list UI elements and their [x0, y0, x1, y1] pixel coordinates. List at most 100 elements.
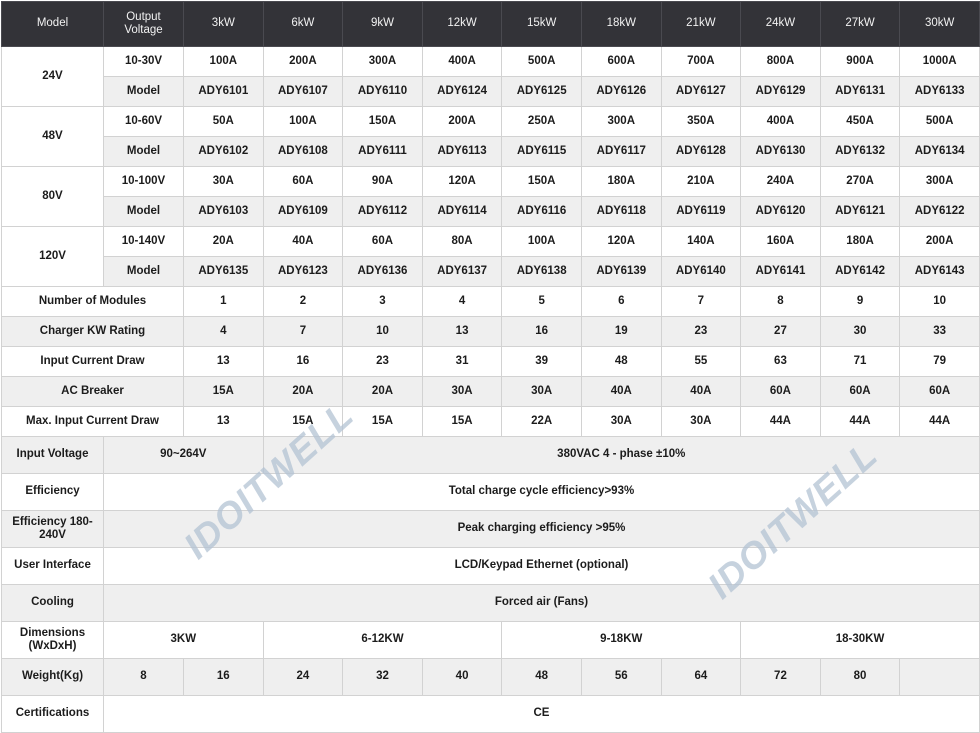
output-range-24v: 10-30V: [103, 46, 184, 77]
weight-outv-col: 8: [103, 658, 184, 696]
cell-24v-model-12kw: ADY6124: [421, 76, 503, 107]
spec-label-user-interface: User Interface: [1, 547, 104, 585]
input-voltage-three-phase: 380VAC 4 - phase ±10%: [262, 436, 980, 474]
voltage-label-48v: 48V: [1, 106, 104, 167]
cell-24v-model-15kw: ADY6125: [501, 76, 582, 107]
cell-80v-current-15kw: 150A: [501, 166, 582, 197]
cell-80v-current-6kw: 60A: [262, 166, 344, 197]
cell-48v-model-27kw: ADY6132: [819, 136, 901, 167]
cell-24v-current-27kw: 900A: [819, 46, 901, 77]
spec-row-charger-kw-rating: Charger KW Rating 4 7 10 13 16 19 23 27 …: [1, 316, 980, 347]
spec-label-charger-kw-rating: Charger KW Rating: [1, 316, 184, 347]
spec-label-input-current-draw: Input Current Draw: [1, 346, 184, 377]
cell-24v-model-27kw: ADY6131: [819, 76, 901, 107]
cell-80v-model-12kw: ADY6114: [421, 196, 503, 227]
modules-9kw: 3: [342, 286, 423, 317]
header-power-24kw: 24kW: [740, 1, 821, 47]
header-power-12kw: 12kW: [421, 1, 503, 47]
weight-12kw: 40: [421, 658, 503, 696]
cell-120v-current-24kw: 160A: [740, 226, 821, 257]
acbreaker-30kw: 60A: [899, 376, 980, 407]
modules-21kw: 7: [660, 286, 742, 317]
cell-120v-model-12kw: ADY6137: [421, 256, 503, 287]
modules-15kw: 5: [501, 286, 582, 317]
dimensions-group-6-12kw: 6-12KW: [262, 621, 503, 659]
cell-120v-current-12kw: 80A: [421, 226, 503, 257]
spec-label-dimensions: Dimensions (WxDxH): [1, 621, 104, 659]
weight-21kw: 64: [660, 658, 742, 696]
cell-120v-current-9kw: 60A: [342, 226, 423, 257]
cell-24v-current-21kw: 700A: [660, 46, 742, 77]
cell-120v-model-24kw: ADY6141: [740, 256, 821, 287]
maxinput-6kw: 15A: [262, 406, 344, 437]
cell-48v-current-6kw: 100A: [262, 106, 344, 137]
header-power-9kw: 9kW: [342, 1, 423, 47]
spec-row-weight: Weight(Kg) 8 16 24 32 40 48 56 64 72 80: [1, 658, 980, 696]
cell-24v-current-30kw: 1000A: [899, 46, 980, 77]
header-power-30kw: 30kW: [899, 1, 980, 47]
dimensions-group-18-30kw: 18-30KW: [740, 621, 980, 659]
voltage-group-48v-model-row: Model ADY6102 ADY6108 ADY6111 ADY6113 AD…: [2, 136, 980, 167]
inputcurrent-9kw: 23: [342, 346, 423, 377]
inputcurrent-12kw: 31: [421, 346, 503, 377]
spec-row-max-input-current-draw: Max. Input Current Draw 13 15A 15A 15A 2…: [1, 406, 980, 437]
kwrating-12kw: 13: [421, 316, 503, 347]
cell-80v-current-3kw: 30A: [183, 166, 264, 197]
cell-48v-current-3kw: 50A: [183, 106, 264, 137]
cell-48v-model-6kw: ADY6108: [262, 136, 344, 167]
weight-18kw: 56: [580, 658, 662, 696]
header-row: Model Output Voltage 3kW 6kW 9kW 12kW 15…: [1, 1, 980, 47]
header-output-voltage: Output Voltage: [103, 1, 184, 47]
cell-120v-current-6kw: 40A: [262, 226, 344, 257]
inputcurrent-30kw: 79: [899, 346, 980, 377]
cell-24v-current-24kw: 800A: [740, 46, 821, 77]
spec-row-dimensions: Dimensions (WxDxH) 3KW 6-12KW 9-18KW 18-…: [1, 621, 980, 659]
cell-80v-model-15kw: ADY6116: [501, 196, 582, 227]
header-model: Model: [1, 1, 104, 47]
acbreaker-12kw: 30A: [421, 376, 503, 407]
kwrating-27kw: 30: [819, 316, 901, 347]
certifications-value: CE: [103, 695, 980, 733]
inputcurrent-24kw: 63: [740, 346, 821, 377]
voltage-group-80v-current-row: 80V 10-100V 30A 60A 90A 120A 150A 180A 2…: [1, 166, 980, 227]
voltage-label-80v: 80V: [1, 166, 104, 227]
weight-15kw: 48: [501, 658, 582, 696]
inputcurrent-6kw: 16: [262, 346, 344, 377]
user-interface-value: LCD/Keypad Ethernet (optional): [103, 547, 980, 585]
inputcurrent-18kw: 48: [580, 346, 662, 377]
voltage-label-24v: 24V: [1, 46, 104, 107]
spec-label-efficiency: Efficiency: [1, 473, 104, 511]
modules-18kw: 6: [580, 286, 662, 317]
maxinput-24kw: 44A: [740, 406, 821, 437]
spec-label-number-of-modules: Number of Modules: [1, 286, 184, 317]
inputcurrent-27kw: 71: [819, 346, 901, 377]
maxinput-21kw: 30A: [660, 406, 742, 437]
dimensions-group-3kw: 3KW: [103, 621, 264, 659]
acbreaker-24kw: 60A: [740, 376, 821, 407]
header-output-voltage-line1: Output: [126, 10, 161, 23]
cell-80v-model-30kw: ADY6122: [899, 196, 980, 227]
cell-24v-model-18kw: ADY6126: [580, 76, 662, 107]
cell-80v-current-9kw: 90A: [342, 166, 423, 197]
cell-120v-model-27kw: ADY6142: [819, 256, 901, 287]
cell-24v-model-21kw: ADY6127: [660, 76, 742, 107]
modules-30kw: 10: [899, 286, 980, 317]
table-body: 24V 10-30V 100A 200A 300A 400A 500A 600A…: [1, 46, 980, 733]
cell-48v-model-3kw: ADY6102: [183, 136, 264, 167]
cell-24v-model-3kw: ADY6101: [183, 76, 264, 107]
spec-label-certifications: Certifications: [1, 695, 104, 733]
weight-3kw: 16: [183, 658, 264, 696]
cell-80v-model-24kw: ADY6120: [740, 196, 821, 227]
cell-120v-model-6kw: ADY6123: [262, 256, 344, 287]
weight-24kw: 72: [740, 658, 821, 696]
spec-label-max-input-current-draw: Max. Input Current Draw: [1, 406, 184, 437]
cell-48v-model-24kw: ADY6130: [740, 136, 821, 167]
spec-label-input-voltage: Input Voltage: [1, 436, 104, 474]
output-range-120v: 10-140V: [103, 226, 184, 257]
acbreaker-9kw: 20A: [342, 376, 423, 407]
cell-48v-current-15kw: 250A: [501, 106, 582, 137]
spec-row-certifications: Certifications CE: [1, 695, 980, 733]
voltage-group-80v-model-row: Model ADY6103 ADY6109 ADY6112 ADY6114 AD…: [2, 196, 980, 227]
spec-row-number-of-modules: Number of Modules 1 2 3 4 5 6 7 8 9 10: [1, 286, 980, 317]
